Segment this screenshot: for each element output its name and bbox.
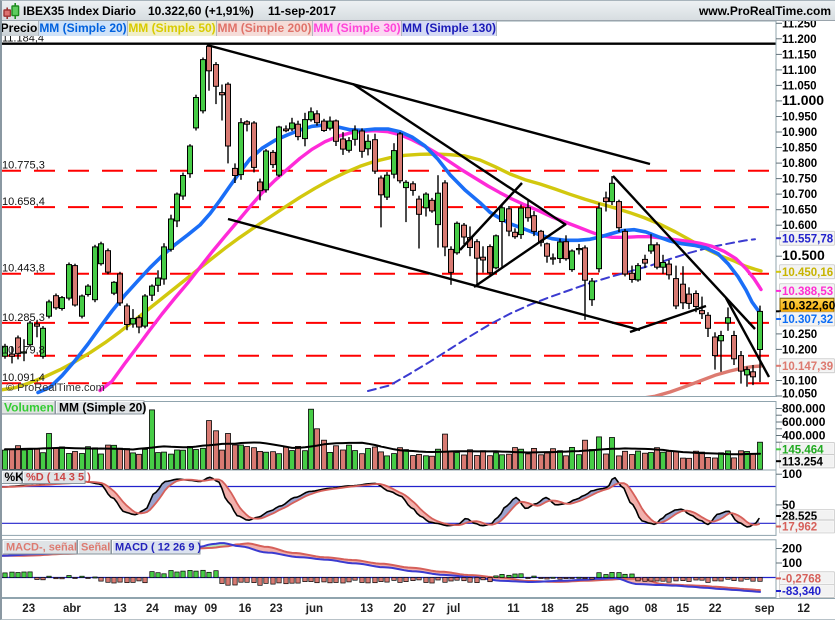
svg-text:10.443,8: 10.443,8 (2, 263, 45, 275)
svg-text:abr: abr (63, 603, 81, 615)
svg-text:23: 23 (22, 603, 35, 615)
svg-text:10.250: 10.250 (782, 329, 817, 341)
svg-text:© ProRealTime.com: © ProRealTime.com (6, 382, 105, 394)
svg-text:10.658,4: 10.658,4 (2, 196, 45, 208)
svg-text:-83,340: -83,340 (782, 586, 821, 598)
svg-text:MACD ( 12 26 9 ): MACD ( 12 26 9 ) (115, 542, 202, 554)
svg-text:20: 20 (394, 603, 407, 615)
svg-text:13: 13 (114, 603, 127, 615)
svg-text:145.464: 145.464 (782, 445, 824, 457)
svg-text:MM (Simple 20): MM (Simple 20) (59, 400, 146, 414)
svg-text:17,962: 17,962 (782, 522, 817, 534)
svg-text:400.000: 400.000 (782, 429, 826, 443)
svg-text:12: 12 (797, 603, 810, 615)
svg-text:10.700: 10.700 (782, 189, 817, 201)
svg-text:27: 27 (422, 603, 435, 615)
svg-text:ago: ago (609, 603, 629, 615)
svg-text:600.000: 600.000 (782, 415, 826, 429)
svg-text:sep: sep (755, 603, 775, 615)
svg-text:10.450,16: 10.450,16 (782, 267, 833, 279)
svg-text:11.050: 11.050 (782, 80, 817, 92)
svg-text:113.254: 113.254 (782, 456, 824, 468)
svg-text:10.950: 10.950 (782, 112, 817, 124)
svg-text:10.800: 10.800 (782, 158, 817, 170)
svg-text:18: 18 (541, 603, 554, 615)
svg-text:25: 25 (576, 603, 589, 615)
svg-text:%D ( 14 3 5 ): %D ( 14 3 5 ) (26, 472, 91, 484)
svg-text:10.650: 10.650 (782, 205, 817, 217)
svg-text:22: 22 (709, 603, 722, 615)
svg-text:11.150: 11.150 (782, 49, 817, 61)
svg-text:08: 08 (645, 603, 658, 615)
svg-text:10.600: 10.600 (782, 220, 817, 232)
svg-text:23: 23 (270, 603, 283, 615)
svg-text:jun: jun (305, 603, 323, 615)
svg-text:10.091,4: 10.091,4 (2, 372, 45, 384)
svg-text:800.000: 800.000 (782, 402, 826, 416)
svg-text:Volumen: Volumen (4, 400, 54, 414)
svg-text:09: 09 (204, 603, 217, 615)
svg-text:%K: %K (5, 470, 25, 484)
svg-text:10.179,8: 10.179,8 (2, 345, 45, 357)
svg-text:10.050: 10.050 (782, 389, 817, 401)
svg-text:15: 15 (676, 603, 689, 615)
svg-text:200: 200 (782, 542, 802, 556)
svg-text:50: 50 (782, 498, 796, 512)
svg-text:-0,2768: -0,2768 (782, 574, 822, 586)
svg-text:24: 24 (146, 603, 159, 615)
svg-text:10.307,32: 10.307,32 (782, 314, 833, 326)
svg-text:11.000: 11.000 (782, 92, 824, 108)
svg-text:10.850: 10.850 (782, 143, 817, 155)
svg-text:10.557,78: 10.557,78 (782, 233, 834, 245)
svg-text:10.147,39: 10.147,39 (782, 361, 833, 373)
svg-text:11: 11 (507, 603, 520, 615)
svg-text:11.250: 11.250 (782, 18, 817, 30)
svg-text:16: 16 (239, 603, 252, 615)
svg-text:10.200: 10.200 (782, 344, 817, 356)
svg-text:may: may (174, 603, 198, 615)
svg-text:10.388,53: 10.388,53 (782, 286, 833, 298)
svg-text:11.100: 11.100 (782, 65, 817, 77)
svg-text:10.750: 10.750 (782, 174, 817, 186)
svg-text:MACD-, señal: MACD-, señal (6, 542, 77, 554)
svg-text:100: 100 (782, 556, 802, 570)
svg-text:Señal: Señal (81, 542, 110, 554)
svg-text:10.100: 10.100 (782, 376, 817, 388)
svg-text:11.200: 11.200 (782, 34, 817, 46)
svg-text:13: 13 (360, 603, 373, 615)
svg-text:10.900: 10.900 (782, 127, 817, 139)
svg-text:jul: jul (446, 603, 460, 615)
svg-text:10.775,3: 10.775,3 (2, 160, 45, 172)
svg-text:10.285,3: 10.285,3 (2, 312, 45, 324)
svg-text:10.322,60: 10.322,60 (782, 299, 835, 313)
svg-text:100: 100 (782, 467, 802, 481)
svg-text:10.500: 10.500 (782, 247, 825, 263)
